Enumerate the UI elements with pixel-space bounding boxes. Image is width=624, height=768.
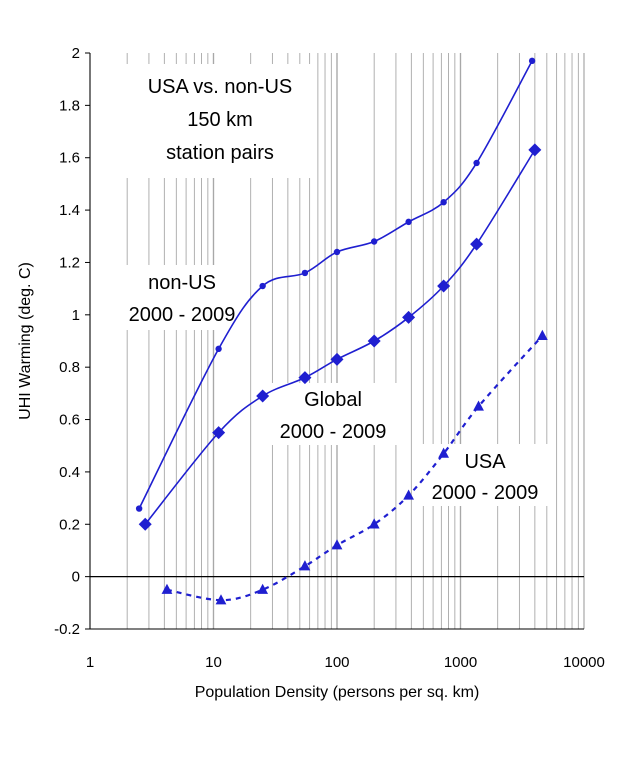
series-point [330,352,344,366]
series-point [528,57,536,65]
series-point [370,238,378,245]
global-label-line1: Global [304,389,362,411]
y-tick-label: 1.2 [59,254,80,271]
series-point [440,199,447,206]
y-tick-label: 1.8 [59,97,80,114]
series-point [536,329,548,340]
tick-labels: -0.2 0 0.2 0.4 0.6 0.8 1 1.2 1.4 1.6 1.8 2 1 10 100 100… [54,45,605,671]
series-line-2 [144,149,536,525]
usa-label-line1: USA [464,451,506,473]
x-tick-label: 1000 [444,654,477,671]
y-tick-label: 1 [72,307,80,324]
y-tick-label: -0.2 [54,621,80,638]
x-tick-label: 100 [324,654,349,671]
series-point [367,334,381,348]
y-tick-label: 0.4 [59,464,80,481]
series-point [215,345,222,353]
nonus-label-line1: non-US [148,272,216,294]
global-label-line2: 2000 - 2009 [280,421,387,443]
y-axis-title: UHI Warming (deg. C) [17,262,34,420]
series-point [473,159,480,167]
series-point [298,371,312,385]
series-point [256,389,270,403]
title-box [108,64,314,178]
y-tick-label: 0.8 [59,359,80,376]
series-point [331,539,343,550]
series-point [438,447,450,458]
series-point [437,279,451,293]
series-point [333,248,341,256]
series-point [135,505,143,512]
nonus-label-bg [118,265,246,330]
y-tick-label: 0 [72,569,80,586]
series-point [470,237,484,251]
series-point [257,583,269,594]
chart-annotation-title-3: station pairs [166,142,274,164]
y-tick-label: 0.6 [59,412,80,429]
series-point [215,594,227,605]
nonus-label-line2: 2000 - 2009 [129,304,236,326]
series-point [212,426,226,440]
x-tick-label: 1 [86,654,94,671]
y-tick-label: 1.6 [59,150,80,167]
series-point [259,282,266,290]
series-point [138,517,152,531]
series-point [301,269,309,277]
series-point [299,560,311,571]
series-point [528,143,542,157]
series-layer [135,57,548,605]
x-axis-title: Population Density (persons per sq. km) [195,684,480,701]
series-line-3 [166,335,544,602]
usa-label-line2: 2000 - 2009 [432,482,539,504]
series-point [473,400,484,411]
series-point [403,489,415,500]
series-point [402,310,416,324]
chart-annotation-title-1: USA vs. non-US [148,76,293,98]
series-point [368,518,380,529]
y-tick-label: 1.4 [59,202,80,219]
global-label-bg [268,383,398,445]
x-tick-label: 10 [205,654,222,671]
x-tick-label: 10000 [563,654,605,671]
chart-annotation-title-2: 150 km [187,109,253,131]
series-point [405,218,412,226]
axes [89,53,584,630]
y-tick-label: 0.2 [59,516,80,533]
y-tick-label: 2 [72,45,80,62]
series-point [161,583,173,594]
